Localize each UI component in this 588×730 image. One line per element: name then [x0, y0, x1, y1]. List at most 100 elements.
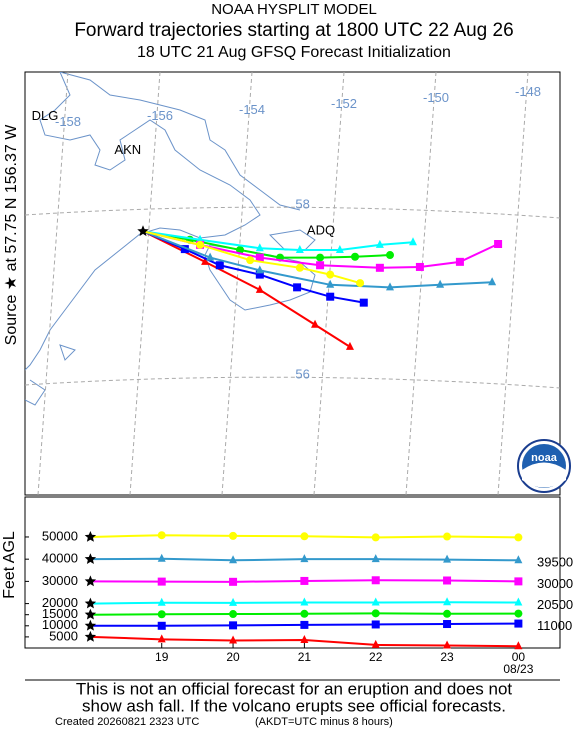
marker — [455, 257, 464, 266]
y-tick-label: 50000 — [42, 528, 78, 543]
title-line2: Forward trajectories starting at 1800 UT… — [74, 20, 513, 41]
lon-label: -154 — [239, 102, 265, 117]
x-tick-label: 22 — [369, 650, 383, 664]
marker — [157, 577, 166, 586]
marker — [229, 621, 238, 630]
marker — [293, 283, 302, 292]
footer-created: Created 20260821 2323 UTC — [55, 716, 199, 728]
marker — [514, 619, 523, 628]
logo-wave — [522, 462, 566, 488]
start-star — [84, 630, 97, 642]
marker — [316, 261, 325, 270]
marker — [415, 262, 424, 271]
marker — [326, 270, 335, 279]
marker — [386, 251, 394, 260]
disclaimer-line2: show ash fall. If the volcano erupts see… — [82, 696, 506, 715]
map-frame — [24, 71, 561, 496]
x-tick-label: 19 — [155, 650, 169, 664]
lon-label: -150 — [423, 90, 449, 105]
marker — [295, 263, 304, 272]
height-frame — [24, 496, 561, 649]
y-tick-label: 15000 — [42, 606, 78, 621]
lat-label: 58 — [295, 196, 309, 211]
marker — [157, 634, 166, 643]
start-star — [84, 553, 97, 564]
source-label: Source ★ at 57.75 N 156.37 W — [3, 124, 20, 346]
footer-timezone: (AKDT=UTC minus 8 hours) — [255, 716, 393, 728]
marker — [371, 597, 380, 606]
marker — [157, 531, 166, 540]
end-label: 39500 — [537, 555, 573, 570]
marker — [514, 609, 523, 618]
marker — [359, 298, 368, 307]
marker — [255, 265, 264, 274]
marker — [326, 279, 335, 288]
marker — [488, 277, 497, 286]
trajectory — [142, 230, 351, 348]
marker — [157, 553, 166, 562]
disclaimer-line1: This is not an official forecast for an … — [76, 679, 513, 698]
marker — [157, 621, 166, 630]
y-tick-label: 5000 — [49, 628, 78, 643]
marker — [351, 252, 360, 261]
meridian — [497, 72, 529, 495]
marker — [229, 597, 238, 606]
marker — [371, 554, 380, 563]
marker — [229, 610, 238, 619]
marker — [443, 640, 452, 649]
marker — [375, 239, 384, 248]
start-star — [84, 575, 97, 587]
place-label: AKN — [114, 142, 141, 157]
start-star — [84, 619, 97, 631]
x-tick-label: 00 — [512, 650, 526, 664]
marker — [300, 609, 309, 618]
x-tick-label: 20 — [226, 650, 240, 664]
marker — [229, 555, 238, 564]
x-tick-label: 21 — [298, 650, 312, 664]
marker — [443, 554, 452, 563]
y-tick-label: 20000 — [42, 595, 78, 610]
marker — [436, 279, 445, 288]
marker — [316, 253, 325, 262]
start-star — [84, 597, 97, 609]
marker — [371, 609, 380, 618]
trajectory — [142, 230, 364, 304]
lon-label: -158 — [55, 114, 81, 129]
marker — [157, 610, 166, 619]
lon-label: -152 — [331, 96, 357, 111]
parallel — [25, 376, 560, 389]
end-label: 20500 — [537, 597, 573, 612]
meridian — [405, 72, 437, 495]
end-label: 11000 — [537, 618, 572, 633]
marker — [371, 533, 380, 542]
marker — [157, 597, 166, 606]
marker — [375, 263, 384, 272]
marker — [371, 576, 380, 585]
marker — [300, 576, 309, 585]
marker — [371, 620, 380, 629]
marker — [295, 244, 304, 253]
marker — [229, 531, 238, 540]
marker — [514, 597, 523, 606]
meridian — [37, 72, 69, 495]
lon-label: -156 — [147, 108, 173, 123]
marker — [443, 532, 452, 541]
marker — [255, 284, 264, 293]
marker — [300, 532, 309, 541]
marker — [514, 577, 523, 586]
marker — [180, 245, 189, 254]
marker — [514, 555, 523, 564]
marker — [246, 256, 255, 265]
start-star — [84, 608, 97, 620]
end-label: 30000 — [537, 576, 573, 591]
marker — [215, 261, 224, 270]
marker — [255, 243, 264, 252]
marker — [196, 234, 205, 243]
marker — [300, 620, 309, 629]
marker — [514, 641, 523, 650]
marker — [196, 240, 205, 249]
source-star — [137, 225, 149, 237]
y-tick-label: 30000 — [42, 573, 78, 588]
map-layer: -158 -156 -154 -152 -150 -148 58 56 DLG AKN ADQ — [25, 72, 560, 495]
title-line3: 18 UTC 21 Aug GFSQ Forecast Initializati… — [137, 44, 451, 61]
